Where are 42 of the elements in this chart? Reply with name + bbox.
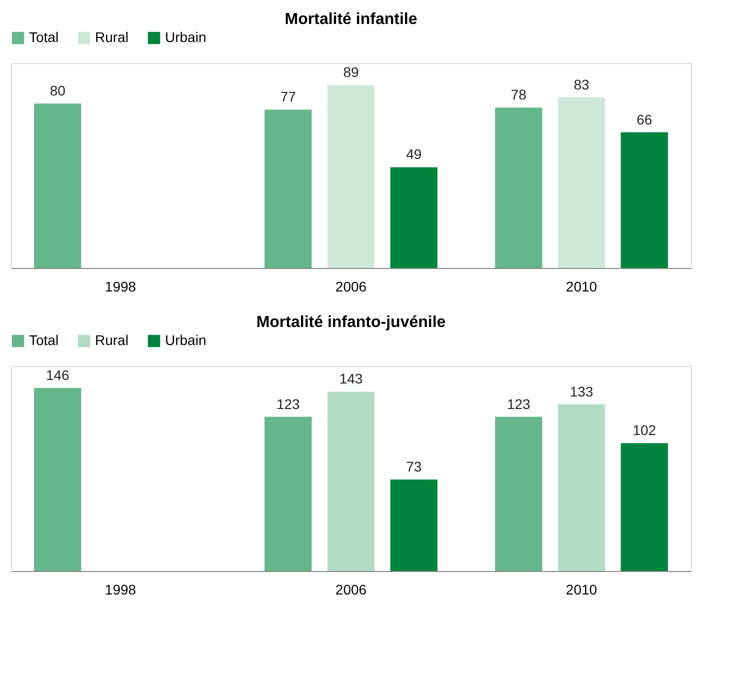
bar (558, 97, 606, 268)
bar (390, 479, 438, 571)
legend-label: Rural (95, 332, 128, 348)
data-label: 78 (510, 86, 527, 103)
bar (495, 416, 542, 571)
legend-label: Total (29, 29, 59, 45)
bar (264, 416, 312, 571)
x-tick-label: 1998 (104, 278, 136, 294)
data-label: 143 (339, 370, 363, 387)
legend-label: Urbain (165, 29, 206, 45)
x-tick-label: 2006 (335, 582, 367, 598)
chart-title: Mortalité infanto-juvénile (256, 314, 446, 331)
data-label: 80 (50, 82, 66, 98)
x-tick-label: 1998 (104, 582, 136, 598)
data-label: 77 (280, 88, 296, 105)
bar (390, 167, 438, 268)
data-label: 133 (570, 383, 594, 400)
data-label: 89 (343, 64, 359, 80)
legend-label: Total (29, 332, 59, 348)
bar (327, 392, 375, 571)
bar (620, 132, 668, 268)
data-label: 102 (632, 422, 656, 438)
data-label: 123 (506, 396, 531, 412)
bar (495, 108, 542, 268)
bar (34, 103, 82, 268)
data-label: 49 (406, 146, 422, 162)
x-tick-label: 2006 (335, 278, 367, 294)
x-tick-label: 2010 (566, 278, 598, 294)
data-label: 123 (276, 396, 300, 412)
bar (558, 404, 606, 571)
data-label: 73 (406, 458, 422, 474)
data-label: 66 (636, 111, 652, 128)
bar (620, 443, 668, 571)
data-label: 83 (574, 76, 590, 92)
bar (34, 388, 82, 571)
chart-title: Mortalité infantile (284, 11, 418, 28)
legend-label: Urbain (165, 332, 206, 348)
bar (264, 110, 312, 268)
x-tick-label: 2010 (566, 582, 598, 598)
data-label: 146 (46, 366, 70, 383)
legend-label: Rural (95, 29, 128, 45)
bar (327, 84, 375, 268)
